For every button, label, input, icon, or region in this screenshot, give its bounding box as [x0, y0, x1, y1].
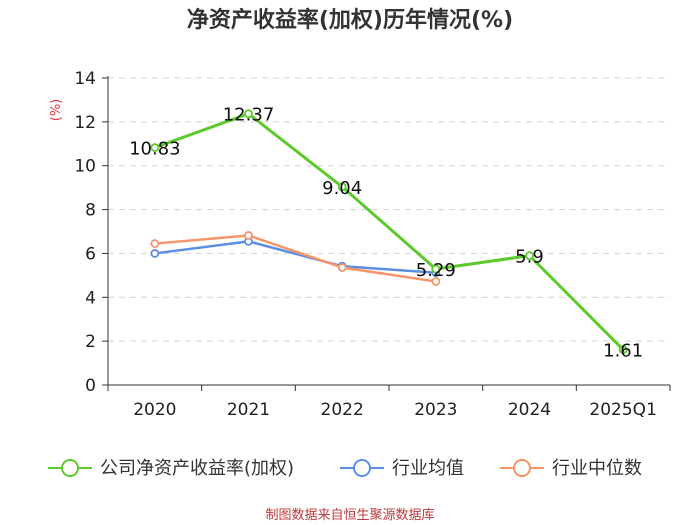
x-tick-label: 2021 [227, 400, 270, 420]
y-tick-label: 10 [74, 157, 96, 177]
data-point[interactable] [431, 277, 441, 286]
data-point[interactable] [244, 109, 253, 119]
legend-swatch-marker [353, 459, 371, 477]
data-label: 9.04 [322, 178, 362, 199]
data-label: 5.29 [416, 260, 456, 281]
series-line [154, 234, 437, 283]
data-labels: 10.83 12.37 9.04 5.29 5.9 1.61 [129, 105, 643, 362]
data-point[interactable] [150, 249, 160, 258]
series-2 [150, 231, 441, 286]
y-tick-label: 12 [74, 113, 96, 133]
legend-swatch-marker [513, 459, 531, 477]
legend-label: 公司净资产收益率(加权) [100, 458, 294, 479]
data-point[interactable] [337, 182, 347, 192]
y-tick-label: 4 [85, 288, 96, 308]
x-tick-label: 2025Q1 [589, 400, 656, 420]
y-tick-label: 8 [85, 201, 96, 221]
y-tick-label: 2 [85, 332, 96, 352]
legend-label: 行业均值 [392, 458, 464, 479]
series-0 [150, 109, 628, 355]
data-label: 10.83 [129, 139, 181, 160]
data-point[interactable] [525, 251, 534, 261]
legend-item[interactable]: 公司净资产收益率(加权) [48, 458, 294, 479]
y-tick-label: 0 [85, 376, 96, 396]
data-point[interactable] [150, 239, 160, 248]
x-tick-label: 2022 [321, 400, 364, 420]
axes: 0 2 4 6 8 10 12 14 2020 2021 2022 2023 2024 2025Q1 [74, 69, 671, 420]
series-line [154, 112, 625, 351]
series-1 [150, 236, 441, 278]
series-line [154, 240, 436, 274]
legend[interactable]: 公司净资产收益率(加权) 行业均值 行业中位数 [48, 458, 642, 479]
data-point[interactable] [431, 264, 441, 274]
legend-swatch-marker [61, 459, 79, 477]
y-tick-label: 14 [74, 69, 96, 89]
source-note: 制图数据来自恒生聚源数据库 [265, 507, 434, 523]
series-group [150, 109, 628, 355]
chart-title: 净资产收益率(加权)历年情况(%) [187, 7, 513, 33]
data-label: 1.61 [603, 341, 643, 362]
x-tick-label: 2020 [133, 400, 176, 420]
x-tick-label: 2023 [414, 400, 457, 420]
data-point[interactable] [150, 143, 160, 152]
x-tick-label: 2024 [508, 400, 551, 420]
y-axis-unit: (%) [49, 99, 64, 122]
legend-label: 行业中位数 [552, 458, 642, 479]
data-point[interactable] [618, 345, 628, 355]
data-point[interactable] [337, 263, 347, 272]
y-tick-label: 6 [85, 244, 96, 264]
legend-item[interactable]: 行业中位数 [500, 458, 642, 479]
data-point[interactable] [244, 231, 253, 240]
data-label: 5.9 [515, 247, 544, 268]
data-label: 12.37 [223, 105, 275, 126]
grid-lines [108, 77, 670, 342]
legend-item[interactable]: 行业均值 [340, 458, 464, 479]
